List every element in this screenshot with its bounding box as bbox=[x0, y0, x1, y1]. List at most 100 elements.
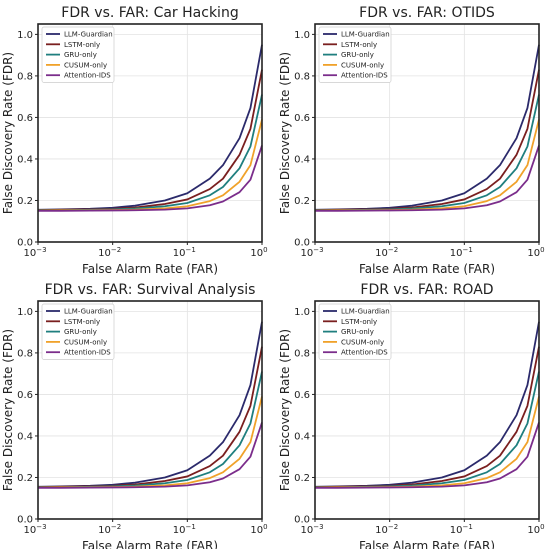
x-tick-label: 10−3 bbox=[23, 523, 46, 536]
legend-label-3: GRU-only bbox=[341, 328, 374, 336]
series-line-4 bbox=[314, 396, 540, 489]
legend-label-5: Attention-IDS bbox=[64, 72, 111, 80]
y-axis-label: False Discovery Rate (FDR) bbox=[1, 329, 15, 491]
series-line-5 bbox=[315, 145, 540, 212]
x-tick-base: 10 bbox=[450, 525, 463, 536]
x-axis-label: False Alarm Rate (FAR) bbox=[82, 539, 218, 549]
series-line-4 bbox=[37, 396, 263, 489]
x-tick-base: 10 bbox=[450, 248, 463, 259]
y-tick-label: 0.2 bbox=[294, 196, 310, 207]
x-tick-exponent: 0 bbox=[263, 246, 267, 254]
legend-box bbox=[318, 26, 392, 83]
series-line-5 bbox=[38, 422, 263, 489]
x-tick-exponent: −1 bbox=[463, 246, 473, 254]
x-tick-base: 10 bbox=[527, 525, 540, 536]
x-tick-base: 10 bbox=[300, 525, 313, 536]
y-tick-label: 0.2 bbox=[17, 473, 33, 484]
y-axis-label: False Discovery Rate (FDR) bbox=[1, 52, 15, 214]
x-tick-exponent: 0 bbox=[540, 523, 544, 531]
series-line-2 bbox=[37, 346, 263, 489]
legend-label-4: CUSUM-only bbox=[341, 61, 384, 69]
series-line-3 bbox=[37, 94, 263, 212]
x-tick-label: 100 bbox=[527, 523, 544, 536]
legend-label-5: Attention-IDS bbox=[64, 349, 111, 357]
series-line-4 bbox=[37, 119, 263, 212]
legend-label-2: LSTM-only bbox=[64, 318, 100, 326]
legend-label-5: Attention-IDS bbox=[341, 72, 388, 80]
legend-label-2: LSTM-only bbox=[341, 41, 377, 49]
x-tick-base: 10 bbox=[300, 248, 313, 259]
x-tick-label: 10−3 bbox=[23, 246, 46, 259]
x-tick-base: 10 bbox=[375, 248, 388, 259]
series-line-2 bbox=[37, 69, 263, 212]
series-line-3 bbox=[314, 371, 540, 489]
legend-label-3: GRU-only bbox=[341, 51, 374, 59]
y-tick-label: 0.8 bbox=[294, 348, 310, 359]
x-tick-label: 10−1 bbox=[450, 246, 473, 259]
y-tick-label: 0.8 bbox=[17, 348, 33, 359]
x-axis-label: False Alarm Rate (FAR) bbox=[359, 262, 495, 276]
x-tick-base: 10 bbox=[173, 248, 186, 259]
y-tick-label: 0.6 bbox=[294, 113, 310, 124]
series-line-5 bbox=[38, 145, 263, 212]
x-tick-base: 10 bbox=[23, 248, 36, 259]
y-tick-label: 0.6 bbox=[294, 390, 310, 401]
y-tick-label: 0.8 bbox=[294, 71, 310, 82]
x-tick-label: 10−3 bbox=[300, 246, 323, 259]
x-tick-label: 10−2 bbox=[375, 523, 398, 536]
series-line-5 bbox=[315, 422, 540, 489]
legend-label-4: CUSUM-only bbox=[64, 338, 107, 346]
plot-frame bbox=[314, 23, 540, 243]
x-tick-label: 100 bbox=[527, 246, 544, 259]
x-tick-label: 10−1 bbox=[173, 523, 196, 536]
y-tick-label: 0.0 bbox=[294, 238, 310, 249]
x-tick-exponent: 0 bbox=[263, 523, 267, 531]
y-tick-label: 1.0 bbox=[17, 307, 33, 318]
x-tick-label: 10−3 bbox=[300, 523, 323, 536]
legend-label-2: LSTM-only bbox=[341, 318, 377, 326]
legend-label-4: CUSUM-only bbox=[64, 61, 107, 69]
legend-box bbox=[41, 303, 115, 360]
x-tick-base: 10 bbox=[250, 525, 263, 536]
y-tick-label: 0.2 bbox=[294, 473, 310, 484]
x-tick-label: 10−1 bbox=[173, 246, 196, 259]
legend-label-3: GRU-only bbox=[64, 328, 97, 336]
x-tick-label: 10−2 bbox=[98, 246, 121, 259]
legend-box bbox=[41, 26, 115, 83]
y-axis-label: False Discovery Rate (FDR) bbox=[278, 52, 292, 214]
x-tick-label: 100 bbox=[250, 523, 267, 536]
series-line-2 bbox=[314, 346, 540, 489]
legend-label-1: LLM-Guardian bbox=[64, 31, 113, 39]
series-line-3 bbox=[314, 94, 540, 212]
legend-box bbox=[318, 303, 392, 360]
x-tick-base: 10 bbox=[98, 525, 111, 536]
plot-frame bbox=[37, 300, 263, 520]
series-line-4 bbox=[314, 119, 540, 212]
x-tick-label: 10−1 bbox=[450, 523, 473, 536]
x-tick-exponent: −2 bbox=[111, 246, 121, 254]
x-tick-base: 10 bbox=[527, 248, 540, 259]
y-tick-label: 0.0 bbox=[17, 238, 33, 249]
x-tick-label: 100 bbox=[250, 246, 267, 259]
y-tick-label: 0.4 bbox=[294, 154, 310, 165]
x-tick-exponent: −3 bbox=[313, 246, 323, 254]
chart-title: FDR vs. FAR: Survival Analysis bbox=[45, 282, 256, 298]
series-line-3 bbox=[37, 371, 263, 489]
x-tick-exponent: −1 bbox=[186, 246, 196, 254]
plot-frame bbox=[314, 300, 540, 520]
legend-label-1: LLM-Guardian bbox=[341, 308, 390, 316]
x-axis-label: False Alarm Rate (FAR) bbox=[82, 262, 218, 276]
chart-title: FDR vs. FAR: Car Hacking bbox=[61, 5, 238, 21]
y-tick-label: 1.0 bbox=[294, 307, 310, 318]
x-tick-base: 10 bbox=[375, 525, 388, 536]
y-tick-label: 1.0 bbox=[294, 30, 310, 41]
legend-label-5: Attention-IDS bbox=[341, 349, 388, 357]
y-tick-label: 0.4 bbox=[17, 154, 33, 165]
x-tick-base: 10 bbox=[98, 248, 111, 259]
x-tick-exponent: −2 bbox=[111, 523, 121, 531]
x-tick-exponent: −1 bbox=[186, 523, 196, 531]
